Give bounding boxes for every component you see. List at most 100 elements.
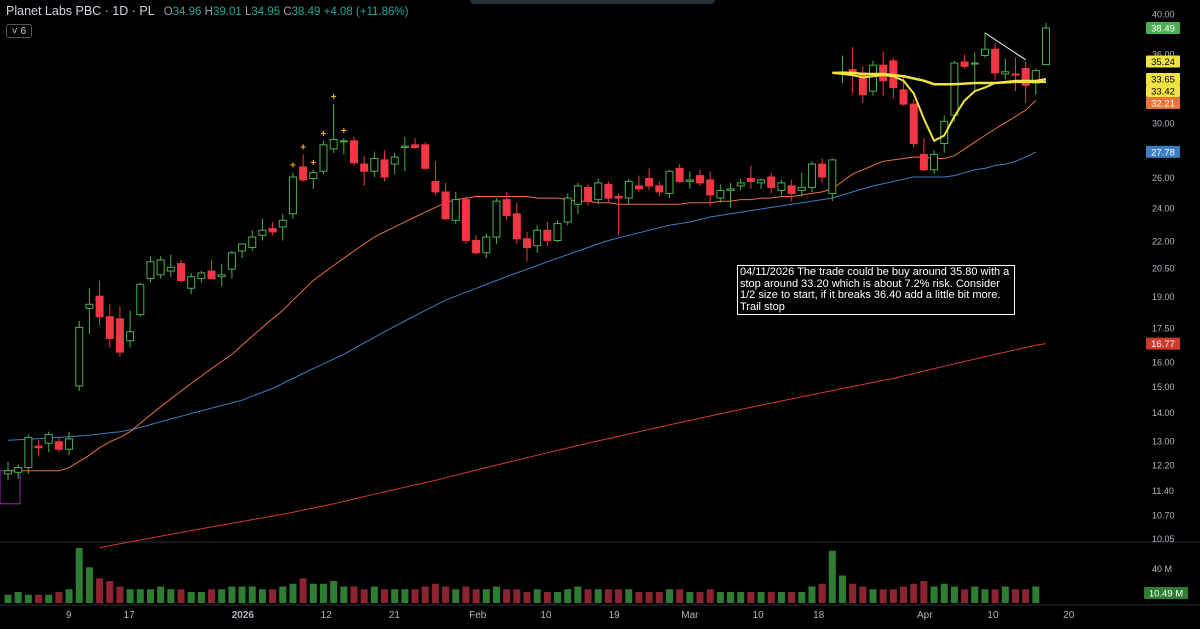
x-tick-label: 10: [987, 610, 999, 621]
volume-bar: [136, 589, 144, 603]
candle-body: [899, 89, 908, 105]
candle-body: [502, 199, 511, 216]
volume-bar: [706, 589, 714, 603]
candle-body: [146, 261, 155, 280]
y-tick-label: 10.05: [1152, 534, 1175, 544]
candle-body: [482, 236, 491, 254]
price-label-text: 35.24: [1151, 57, 1175, 68]
x-tick-label: Apr: [917, 610, 933, 621]
candle-body: [380, 159, 389, 178]
volume-bar: [472, 589, 480, 603]
volume-bar: [431, 583, 439, 603]
candle-body: [339, 140, 348, 143]
price-label-text: 16.77: [1151, 339, 1175, 350]
x-tick-label: Feb: [469, 610, 487, 621]
candle-body: [563, 197, 572, 223]
volume-bar: [554, 592, 562, 603]
candle-body: [187, 276, 196, 289]
x-tick-label: 9: [66, 610, 72, 621]
candle-body: [696, 175, 704, 184]
symbol-title[interactable]: Planet Labs PBC · 1D · PL: [6, 4, 155, 18]
price-label-text: 38.49: [1151, 23, 1175, 34]
x-tick-label: 12: [321, 610, 333, 621]
volume-bar: [330, 581, 338, 603]
candle-body: [472, 239, 481, 254]
candle-body: [400, 145, 409, 149]
volume-bar: [55, 592, 63, 603]
candle-body: [390, 156, 399, 165]
volume-bar: [869, 589, 877, 603]
candle-body: [278, 219, 287, 228]
candle-body: [309, 172, 318, 179]
indicators-collapse-button[interactable]: ˅ 6: [6, 24, 32, 38]
volume-bar: [187, 592, 195, 603]
candle-body: [126, 331, 135, 342]
volume-bar: [381, 589, 389, 603]
x-tick-label: 18: [813, 610, 825, 621]
y-tick-label: 24.00: [1152, 203, 1175, 213]
volume-bar: [635, 592, 643, 603]
price-label-tag: [1146, 337, 1180, 350]
chevron-down-icon: ˅: [11, 25, 18, 37]
volume-bar: [106, 581, 114, 603]
x-tick-label: 19: [609, 610, 621, 621]
price-label-text: 33.42: [1151, 87, 1175, 98]
y-tick-label: 30.00: [1152, 119, 1175, 129]
y-tick-label: 17.50: [1152, 323, 1175, 333]
volume-bar: [116, 586, 124, 603]
volume-bar: [319, 583, 327, 603]
ma-long-line: [7, 151, 1037, 441]
volume-bar: [462, 586, 470, 603]
volume-bar: [442, 586, 450, 603]
price-label-tag: [1146, 55, 1180, 68]
trade-note-annotation[interactable]: 04/11/2026 The trade could be buy around…: [737, 265, 1015, 315]
candle-body: [777, 182, 786, 191]
candle-body: [573, 185, 582, 205]
volume-bar: [910, 583, 918, 603]
ohlc-readout: O34.96 H39.01 L34.95 C38.49 +4.08 (+11.8…: [163, 6, 409, 18]
ma-mid-line: [8, 100, 1037, 472]
volume-bar: [828, 550, 836, 603]
candle-body: [441, 191, 450, 220]
candle-body: [604, 183, 613, 199]
price-label-tag: [1146, 145, 1180, 158]
y-tick-label: 19.00: [1152, 292, 1175, 302]
candle-body: [461, 199, 470, 241]
volume-bar: [482, 589, 490, 603]
candle-body: [1011, 73, 1020, 76]
volume-bar: [45, 594, 53, 603]
volume-bar: [391, 589, 399, 603]
volume-bar: [513, 589, 521, 603]
candle-body: [75, 326, 84, 387]
candle-body: [136, 283, 145, 316]
volume-bar: [727, 592, 735, 603]
candle-body: [299, 166, 308, 181]
close-value: 38.49: [291, 6, 321, 18]
volume-bar: [492, 586, 500, 603]
signal-plus-marker: +: [341, 126, 347, 137]
volume-bar: [900, 586, 908, 603]
candle-body: [227, 252, 236, 270]
candle-body: [370, 157, 379, 172]
volume-bar: [818, 583, 826, 603]
volume-bar: [767, 592, 775, 603]
price-label-text: 33.65: [1151, 75, 1175, 86]
candle-body: [65, 438, 74, 450]
volume-bar: [35, 594, 43, 603]
candle-body: [594, 182, 603, 201]
candle-body: [177, 263, 185, 282]
volume-bar: [248, 586, 256, 603]
volume-bar: [167, 589, 175, 603]
signal-plus-marker: +: [331, 92, 337, 103]
volume-bar: [737, 592, 745, 603]
volume-bar: [757, 592, 765, 603]
open-value: 34.96: [172, 6, 202, 18]
volume-bar: [889, 589, 897, 603]
trendline: [984, 32, 1026, 61]
volume-bar: [421, 586, 429, 603]
candle-body: [4, 470, 12, 475]
volume-bar: [971, 586, 979, 603]
top-toolbar-handle[interactable]: [470, 0, 715, 4]
volume-bar: [950, 586, 958, 603]
